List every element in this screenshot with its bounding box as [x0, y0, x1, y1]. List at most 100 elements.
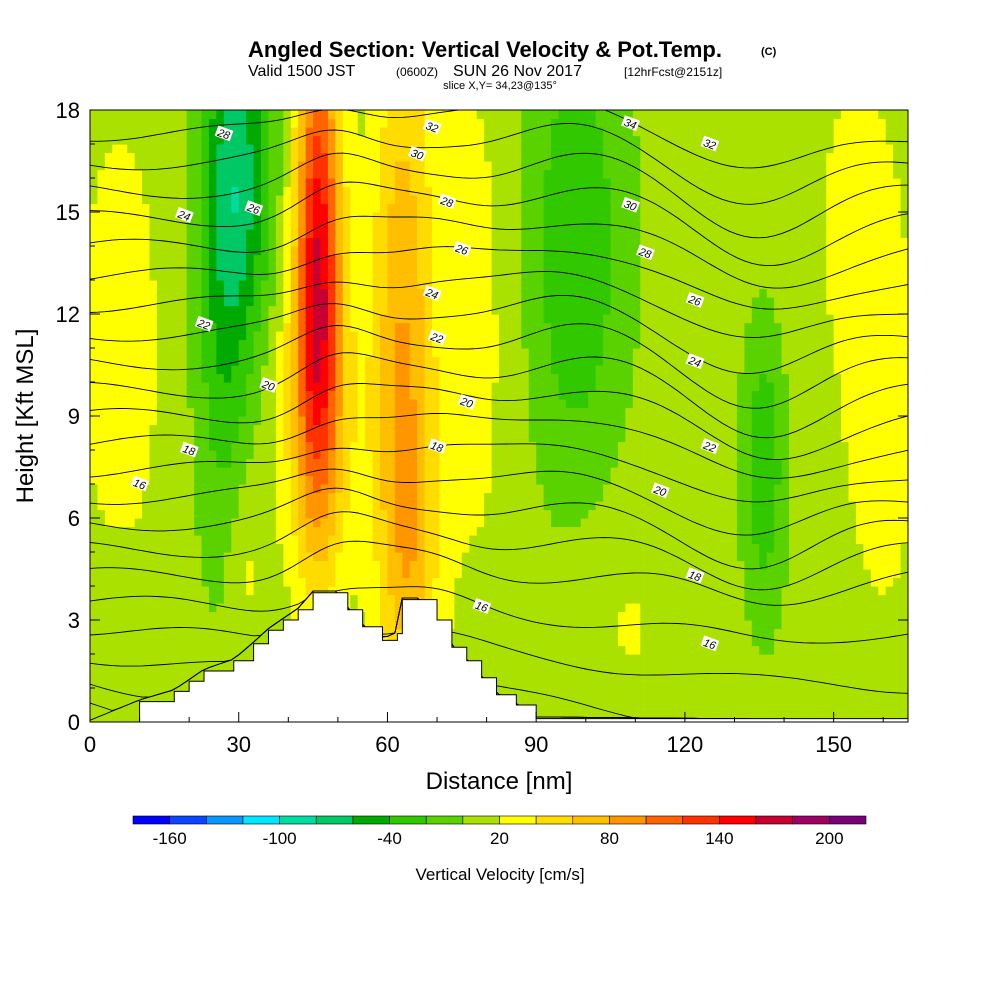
velocity-cell: [112, 339, 121, 349]
velocity-cell: [208, 526, 218, 536]
velocity-cell: [603, 603, 612, 613]
velocity-cell: [543, 280, 552, 290]
velocity-cell: [484, 611, 493, 621]
velocity-cell: [290, 390, 299, 400]
velocity-cell: [454, 254, 463, 264]
velocity-cell: [134, 382, 143, 392]
velocity-cell: [551, 356, 560, 366]
velocity-cell: [499, 688, 508, 698]
velocity-cell: [446, 229, 455, 239]
velocity-cell: [223, 144, 232, 154]
velocity-cell: [305, 314, 314, 324]
velocity-cell: [231, 433, 240, 443]
velocity-cell: [90, 518, 99, 528]
velocity-cell: [484, 594, 493, 604]
velocity-cell: [528, 390, 537, 400]
velocity-cell: [446, 586, 455, 596]
velocity-cell: [305, 331, 314, 341]
velocity-cell: [558, 280, 567, 290]
velocity-cell: [350, 322, 359, 332]
velocity-cell: [506, 441, 515, 451]
velocity-cell: [313, 144, 322, 154]
velocity-cell: [112, 203, 121, 213]
velocity-cell: [127, 280, 136, 290]
velocity-cell: [127, 195, 136, 205]
velocity-cell: [580, 424, 589, 434]
velocity-cell: [97, 365, 106, 375]
velocity-cell: [372, 127, 381, 137]
velocity-cell: [506, 229, 515, 239]
velocity-cell: [595, 475, 604, 485]
velocity-cell: [506, 620, 515, 630]
velocity-cell: [424, 127, 433, 137]
velocity-cell: [186, 203, 195, 213]
velocity-cell: [171, 475, 180, 485]
velocity-cell: [283, 118, 292, 128]
velocity-cell: [90, 365, 99, 375]
velocity-cell: [469, 594, 478, 604]
velocity-cell: [90, 611, 99, 621]
velocity-cell: [238, 305, 247, 315]
velocity-cell: [372, 280, 381, 290]
velocity-cell: [543, 356, 552, 366]
velocity-cell: [298, 195, 307, 205]
velocity-cell: [588, 127, 597, 137]
velocity-cell: [580, 229, 589, 239]
velocity-cell: [156, 433, 165, 443]
velocity-cell: [179, 373, 188, 383]
velocity-cell: [424, 203, 433, 213]
velocity-cell: [253, 594, 262, 604]
velocity-cell: [112, 679, 121, 689]
velocity-cell: [164, 186, 173, 196]
velocity-cell: [275, 271, 284, 281]
velocity-cell: [268, 356, 277, 366]
velocity-cell: [223, 118, 232, 128]
velocity-cell: [127, 475, 136, 485]
velocity-cell: [298, 543, 307, 553]
velocity-cell: [238, 348, 247, 358]
velocity-cell: [208, 339, 218, 349]
velocity-cell: [573, 237, 582, 247]
velocity-cell: [275, 161, 284, 171]
velocity-cell: [261, 526, 270, 536]
velocity-cell: [223, 577, 232, 587]
velocity-cell: [268, 416, 277, 426]
velocity-cell: [513, 671, 522, 681]
velocity-cell: [231, 552, 240, 562]
velocity-cell: [558, 713, 567, 722]
velocity-cell: [119, 280, 128, 290]
velocity-cell: [461, 560, 470, 570]
velocity-cell: [238, 297, 247, 307]
velocity-cell: [216, 620, 225, 630]
velocity-cell: [506, 662, 515, 672]
velocity-cell: [365, 535, 374, 545]
velocity-cell: [365, 152, 374, 162]
velocity-cell: [261, 229, 270, 239]
velocity-cell: [119, 509, 128, 519]
velocity-cell: [90, 271, 99, 281]
velocity-cell: [595, 637, 604, 647]
velocity-cell: [171, 458, 180, 468]
velocity-cell: [216, 569, 225, 579]
velocity-cell: [246, 535, 255, 545]
velocity-cell: [402, 127, 411, 137]
velocity-cell: [469, 203, 478, 213]
velocity-cell: [506, 280, 515, 290]
velocity-cell: [104, 620, 113, 630]
velocity-cell: [231, 339, 240, 349]
velocity-cell: [603, 679, 612, 689]
velocity-cell: [201, 407, 210, 417]
velocity-cell: [521, 356, 530, 366]
velocity-cell: [179, 254, 188, 264]
velocity-cell: [335, 365, 344, 375]
velocity-cell: [238, 288, 247, 298]
velocity-cell: [216, 144, 225, 154]
velocity-cell: [454, 441, 463, 451]
velocity-cell: [142, 373, 151, 383]
velocity-cell: [342, 475, 351, 485]
velocity-cell: [134, 552, 143, 562]
velocity-cell: [409, 263, 418, 273]
velocity-cell: [499, 246, 508, 256]
velocity-cell: [216, 186, 225, 196]
velocity-cell: [335, 297, 344, 307]
